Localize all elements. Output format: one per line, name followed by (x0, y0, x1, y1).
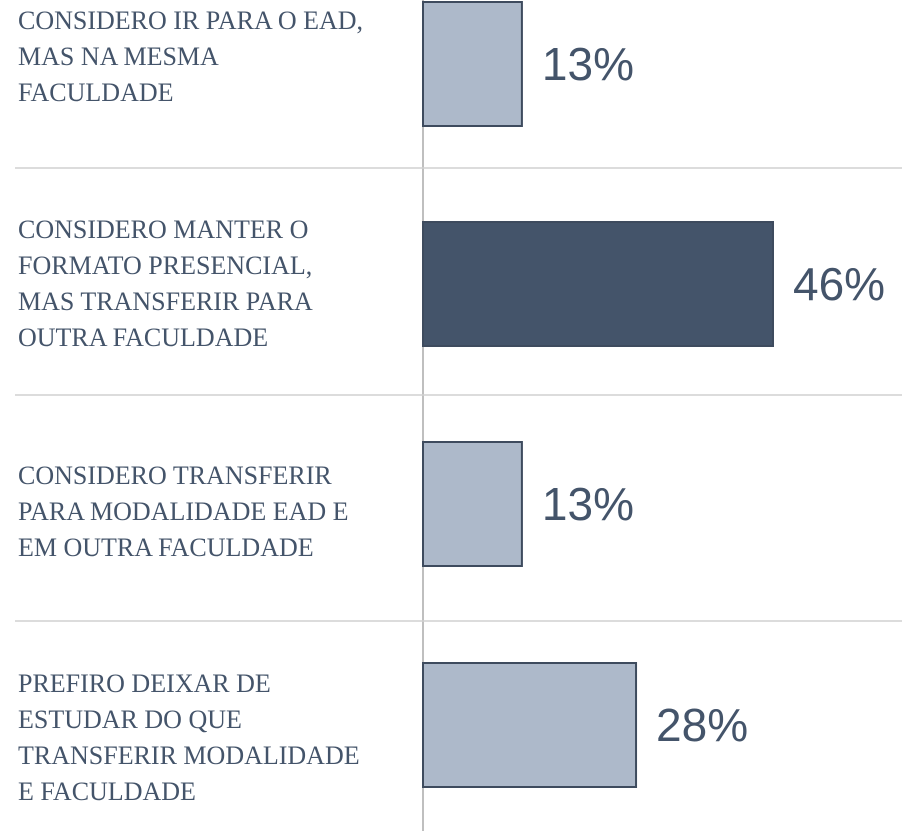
value-label: 46% (793, 258, 885, 310)
category-label: PREFIRO DEIXAR DE ESTUDAR DO QUE TRANSFE… (18, 669, 360, 806)
value-label: 28% (656, 699, 748, 751)
bar (422, 221, 774, 347)
value-label: 13% (542, 478, 634, 530)
bar (422, 1, 523, 127)
bar (422, 662, 638, 788)
bar (422, 441, 523, 567)
value-label: 13% (542, 38, 634, 90)
category-label: CONSIDERO MANTER O FORMATO PRESENCIAL, M… (18, 215, 313, 352)
category-label: CONSIDERO IR PARA O EAD, MAS NA MESMA FA… (18, 6, 364, 107)
category-label: CONSIDERO TRANSFERIR PARA MODALIDADE EAD… (18, 461, 349, 562)
